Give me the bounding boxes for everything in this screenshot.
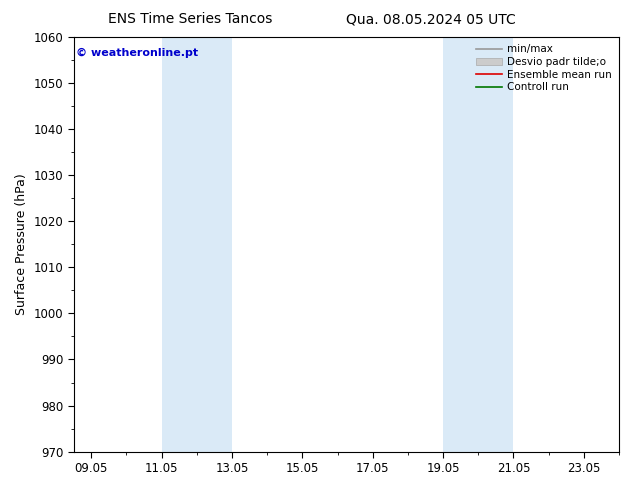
Text: ENS Time Series Tancos: ENS Time Series Tancos [108,12,273,26]
Bar [443,37,514,452]
Bar [162,37,232,452]
Text: Qua. 08.05.2024 05 UTC: Qua. 08.05.2024 05 UTC [346,12,516,26]
Y-axis label: Surface Pressure (hPa): Surface Pressure (hPa) [15,173,28,315]
Text: © weatheronline.pt: © weatheronline.pt [77,48,198,58]
Legend: min/max, Desvio padr tilde;o, Ensemble mean run, Controll run: min/max, Desvio padr tilde;o, Ensemble m… [474,42,614,95]
